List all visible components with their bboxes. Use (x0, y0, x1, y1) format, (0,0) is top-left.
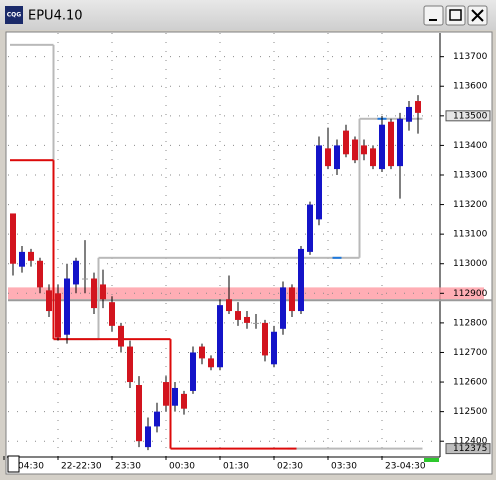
candle-body (397, 118, 403, 167)
candle-body (379, 124, 385, 170)
candle-body (244, 316, 250, 323)
candle-body (28, 251, 34, 261)
candle-body (73, 260, 79, 285)
candle-body (181, 393, 187, 409)
candle-body (91, 278, 97, 309)
candle-body (82, 278, 88, 280)
candle-body (361, 145, 367, 155)
candle-body (190, 352, 196, 391)
candle-body (325, 148, 331, 167)
x-tick-label: 23:30 (115, 462, 141, 472)
minimize-button[interactable] (423, 5, 444, 26)
price-marker-label: 113500 (453, 111, 488, 121)
candle-body (316, 145, 322, 220)
price-band (8, 287, 484, 300)
y-tick-label: 113300 (453, 170, 488, 180)
candle-body (235, 311, 241, 320)
maximize-button[interactable] (445, 5, 466, 26)
candle-body (208, 358, 214, 368)
chart-panel (5, 31, 493, 475)
candle-body (307, 204, 313, 252)
candle-body (154, 411, 160, 427)
window-title: EPU4.10 (28, 9, 83, 24)
candle-body (406, 106, 412, 122)
y-tick-label: 113600 (453, 82, 488, 92)
candle-body (109, 302, 115, 326)
candle-body (343, 130, 349, 155)
candle-body (118, 325, 124, 347)
candle-body (352, 139, 358, 161)
x-tick-label: 22-22:30 (61, 462, 102, 472)
y-tick-label: 112900 (453, 289, 488, 299)
y-tick-label: 112800 (453, 318, 488, 328)
candle-body (145, 426, 151, 448)
candle-body (55, 293, 61, 338)
x-tick-label: 23-04:30 (385, 462, 426, 472)
y-tick-label: 112600 (453, 378, 488, 388)
x-tick-label: 04:30 (18, 462, 44, 472)
y-tick-label: 113200 (453, 200, 488, 210)
close-button[interactable] (467, 5, 488, 26)
candle-body (370, 148, 376, 167)
candle-body (280, 287, 286, 329)
candle-body (334, 145, 340, 170)
candle-body (289, 287, 295, 312)
candle-body (19, 251, 25, 267)
y-tick-label: 112400 (453, 437, 488, 447)
candle-body (262, 322, 268, 356)
candle-body (10, 213, 16, 264)
candle-body (298, 248, 304, 312)
y-tick-label: 113100 (453, 230, 488, 240)
candle-body (100, 284, 106, 300)
candle-body (199, 346, 205, 359)
price-marker-box (445, 443, 491, 455)
candle-body (172, 387, 178, 406)
x-tick-label: 03:30 (331, 462, 357, 472)
candle-body (253, 322, 259, 324)
app-icon-text: CQG (7, 12, 22, 19)
app-icon (5, 6, 23, 24)
candle-body (163, 382, 169, 406)
price-marker-box (445, 110, 491, 122)
y-tick-label: 112500 (453, 407, 488, 417)
title-bar (0, 0, 496, 30)
scroll-box[interactable] (7, 455, 20, 473)
candle-body (64, 278, 70, 335)
x-tick-label: 00:30 (169, 462, 195, 472)
x-tick-label: 01:30 (223, 462, 249, 472)
candle-body (226, 299, 232, 312)
x-tick-label: 02:30 (277, 462, 303, 472)
y-tick-label: 113700 (453, 52, 488, 62)
candle-body (46, 290, 52, 312)
price-marker-label: 112375 (453, 444, 487, 454)
status-indicator (424, 458, 439, 462)
candle-body (388, 121, 394, 167)
candle-body (271, 331, 277, 365)
candle-body (127, 346, 133, 383)
y-tick-label: 113000 (453, 259, 488, 269)
y-tick-label: 112700 (453, 348, 488, 358)
candle-body (37, 260, 43, 288)
candle-body (217, 305, 223, 368)
y-tick-label: 113400 (453, 141, 488, 151)
candle-body (415, 101, 421, 113)
candle-body (136, 385, 142, 442)
